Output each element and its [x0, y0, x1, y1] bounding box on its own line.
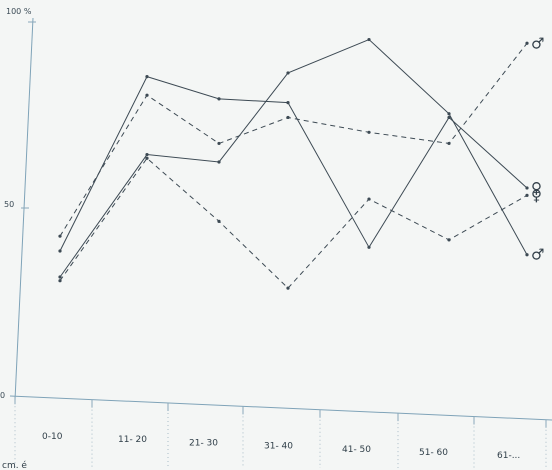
- data-point: [286, 115, 290, 120]
- x-axis: 0-10 11- 20 21- 30 31- 40 41- 50 51- 60 61-...…: [2, 395, 552, 470]
- data-point: [58, 275, 62, 279]
- data-point: [367, 197, 371, 201]
- series-symbol: ♀: [531, 186, 542, 204]
- data-point: [217, 141, 221, 146]
- data-point: [217, 97, 221, 101]
- data-point: [447, 115, 451, 120]
- y-axis: 100 % 50 0: [0, 7, 36, 401]
- series-symbols: ♀ ♂ ♂ ♀: [531, 34, 544, 263]
- x-tick-label: 11- 20: [118, 435, 147, 445]
- data-point: [217, 160, 221, 164]
- data-point: [217, 219, 221, 223]
- x-tick-label: 61-...: [497, 451, 520, 461]
- y-axis-line: [14, 17, 34, 401]
- data-point: [525, 193, 529, 197]
- data-point: [367, 245, 371, 249]
- data-point: [525, 253, 529, 257]
- data-point: [525, 41, 529, 45]
- x-tick-label: 41- 50: [342, 445, 371, 455]
- data-point: [58, 279, 62, 283]
- data-point: [145, 93, 149, 97]
- data-point: [447, 112, 451, 116]
- data-point: [286, 286, 290, 290]
- series-symbol: ♀: [531, 179, 542, 197]
- x-axis-labels: 0-10 11- 20 21- 30 31- 40 41- 50 51- 60 61-...: [42, 432, 520, 461]
- x-axis-ticks: [14, 396, 547, 468]
- x-tick-label: 0-10: [42, 432, 63, 442]
- data-point: [367, 37, 371, 42]
- data-point: [286, 101, 290, 105]
- y-tick-label-0: 0: [0, 391, 5, 400]
- series-layer: [58, 37, 529, 290]
- series-line-3: [59, 42, 528, 237]
- y-tick-label-50: 50: [4, 200, 14, 209]
- corner-text: cm. é: [2, 460, 27, 470]
- data-point: [145, 75, 149, 79]
- series-line-2: [59, 38, 528, 278]
- y-tick-label-100: 100 %: [6, 7, 32, 16]
- data-point: [58, 234, 62, 238]
- x-tick-label: 21- 30: [189, 438, 218, 448]
- data-point: [447, 141, 451, 146]
- data-point: [145, 156, 149, 160]
- series-symbol: ♂: [531, 246, 544, 264]
- data-point: [447, 238, 451, 242]
- data-point: [145, 152, 149, 157]
- data-point: [286, 71, 290, 75]
- series-symbol: ♂: [531, 34, 544, 52]
- data-point: [58, 249, 62, 253]
- series-line-1: [59, 76, 528, 252]
- x-axis-line: [9, 395, 552, 421]
- data-point: [367, 130, 371, 134]
- x-tick-label: 31- 40: [264, 442, 293, 452]
- x-tick-label: 51- 60: [419, 448, 448, 458]
- data-point: [525, 186, 529, 190]
